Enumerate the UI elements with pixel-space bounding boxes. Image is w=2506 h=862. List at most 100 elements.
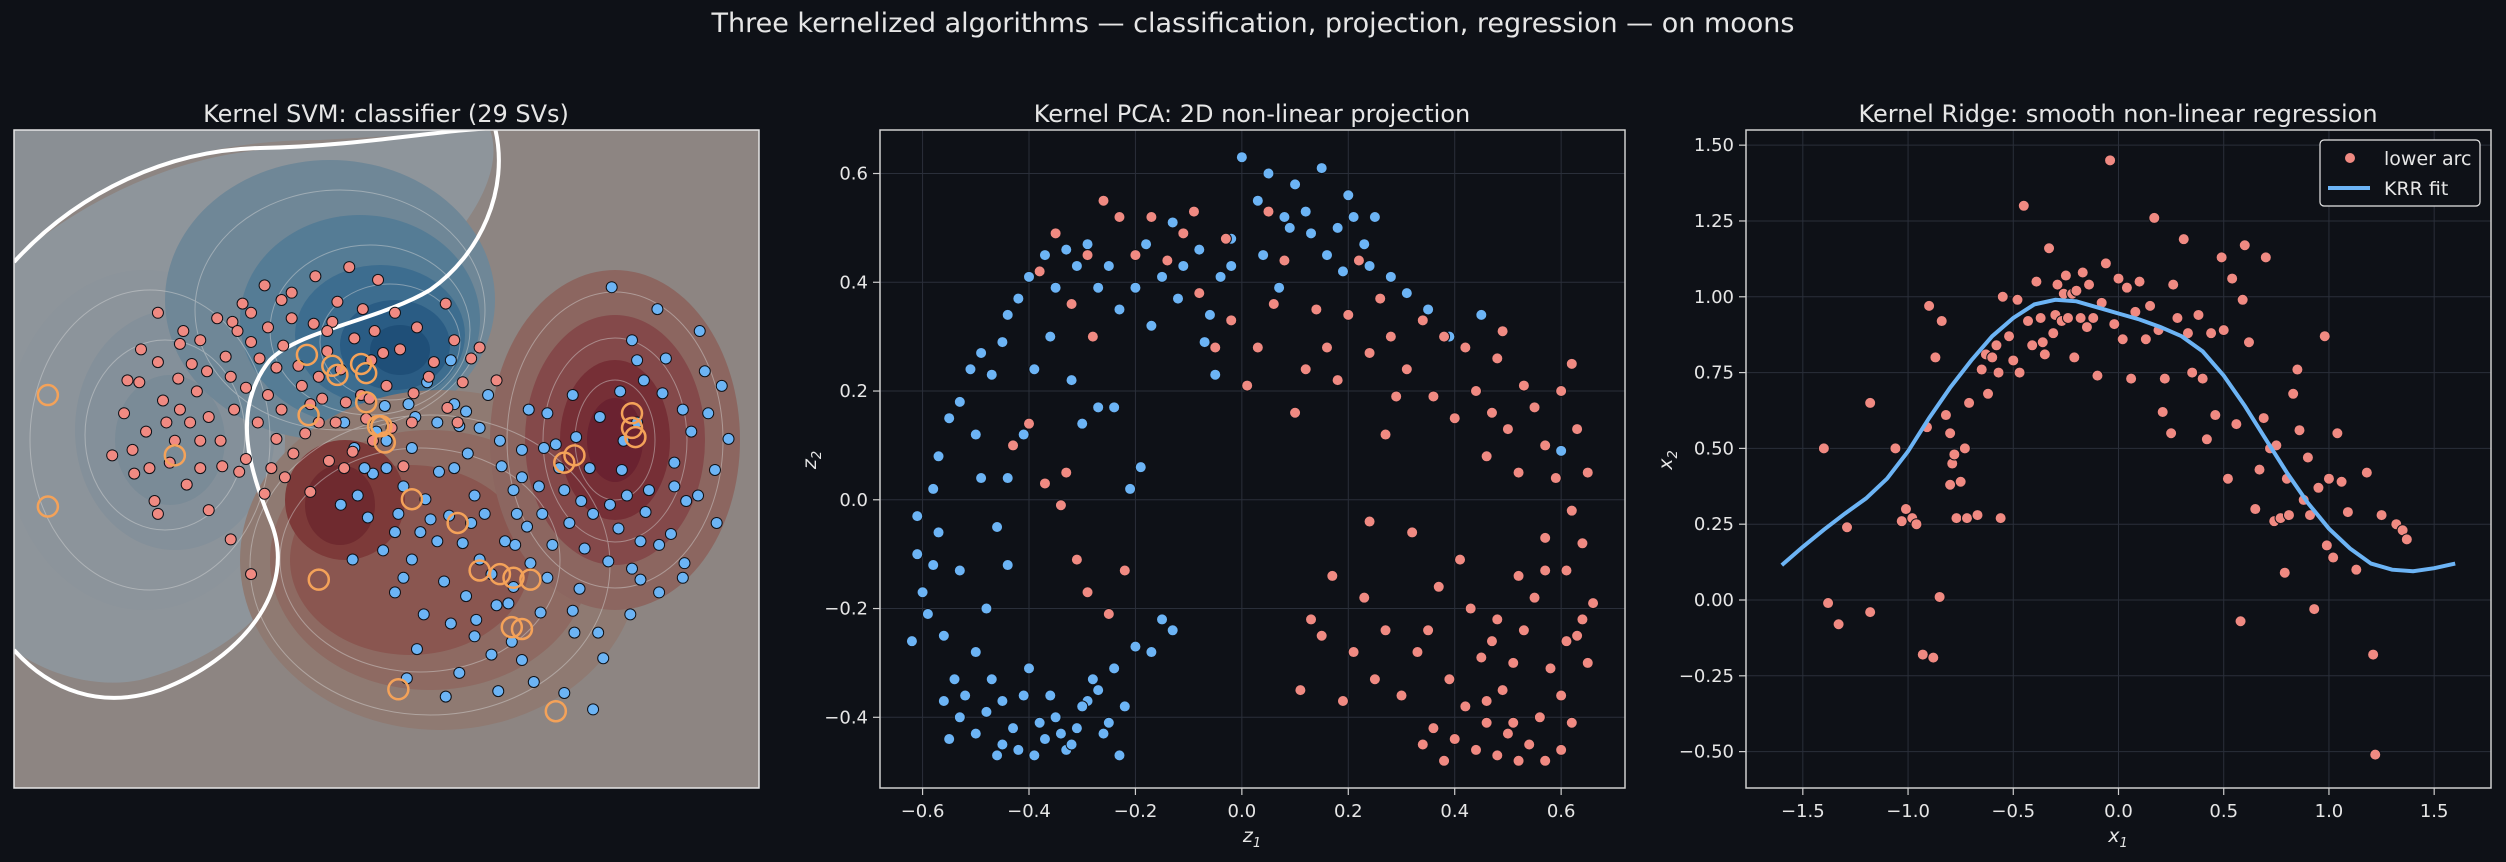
- pca-point: [911, 548, 924, 561]
- krr-point: [2335, 475, 2348, 488]
- krr-point: [2080, 321, 2093, 334]
- krr-xtick-label: −1.0: [1886, 801, 1930, 822]
- svm-point: [285, 286, 298, 299]
- svm-support-vector-ring: [387, 678, 410, 701]
- pca-point: [1480, 716, 1493, 729]
- pca-point: [1161, 254, 1174, 267]
- pca-point: [1113, 211, 1126, 224]
- pca-point: [1241, 379, 1254, 392]
- svm-point: [456, 376, 469, 389]
- svm-point: [388, 586, 401, 599]
- svm-point: [309, 270, 322, 283]
- krr-point: [1990, 339, 2003, 352]
- svm-point: [351, 489, 364, 502]
- svm-point: [285, 312, 298, 325]
- svm-point: [482, 389, 495, 402]
- pca-point: [1108, 401, 1121, 414]
- pca-point: [1278, 254, 1291, 267]
- krr-point: [2331, 427, 2344, 440]
- pca-point: [1124, 482, 1137, 495]
- pca-point: [1539, 754, 1552, 767]
- svm-point: [239, 381, 252, 394]
- krr-point: [1982, 387, 1995, 400]
- svm-support-vector-ring: [500, 615, 524, 639]
- krr-point: [2030, 275, 2043, 288]
- krr-point: [1992, 366, 2005, 379]
- pca-point: [1544, 662, 1557, 675]
- pca-point: [1496, 325, 1509, 338]
- svm-point: [377, 346, 390, 359]
- pca-xtick-label: 0.2: [1334, 801, 1363, 822]
- krr-point: [2171, 312, 2184, 324]
- krr-point: [2259, 251, 2272, 264]
- pca-point: [1023, 270, 1035, 283]
- svm-point: [587, 703, 600, 716]
- svm-point: [659, 352, 672, 365]
- svm-point: [546, 538, 559, 551]
- pca-point: [969, 646, 982, 659]
- pca-point: [1422, 303, 1435, 316]
- svm-point: [224, 370, 237, 383]
- krr-point: [2148, 211, 2161, 224]
- pca-point: [1092, 281, 1105, 294]
- pca-point: [1459, 700, 1472, 713]
- svm-point: [287, 447, 300, 460]
- svm-point: [676, 403, 689, 416]
- figure-suptitle: Three kernelized algorithms — classifica…: [711, 8, 1795, 39]
- krr-point: [2293, 424, 2306, 437]
- krr-point: [1958, 442, 1971, 455]
- pca-point: [1416, 314, 1429, 327]
- svm-point: [380, 379, 393, 392]
- pca-point: [1294, 684, 1307, 697]
- svm-point: [133, 376, 146, 389]
- svm-point: [473, 341, 486, 354]
- svm-point: [461, 447, 474, 460]
- svm-point: [405, 553, 418, 566]
- pca-point: [1251, 194, 1264, 207]
- pca-point: [1289, 178, 1302, 191]
- pca-xtick-label: −0.4: [1007, 801, 1051, 822]
- pca-point: [1454, 553, 1467, 566]
- svm-point: [348, 332, 361, 345]
- pca-point: [1145, 319, 1158, 332]
- krr-point: [2312, 481, 2325, 494]
- svm-points: [106, 261, 735, 716]
- pca-point: [1070, 553, 1083, 566]
- svm-point: [510, 507, 523, 520]
- krr-xtick-label: 0.0: [2104, 801, 2133, 822]
- svm-point: [214, 434, 227, 447]
- krr-point: [2301, 451, 2314, 464]
- pca-point: [996, 336, 1009, 349]
- pca-point: [1001, 559, 1014, 572]
- pca-point: [1400, 363, 1413, 376]
- krr-point: [1895, 515, 1908, 528]
- krr-point: [2209, 409, 2222, 422]
- pca-point: [943, 412, 956, 425]
- svm-point: [231, 325, 244, 338]
- krr-ylabel: x2: [1655, 450, 1681, 471]
- pca-xlabel: z1: [1242, 825, 1261, 851]
- svm-point: [251, 416, 264, 429]
- svm-point: [346, 553, 359, 566]
- svm-support-vector-ring: [624, 425, 647, 449]
- svm-point: [492, 685, 505, 698]
- svm-point: [558, 484, 571, 497]
- pca-point: [1225, 259, 1238, 272]
- pca-point: [1448, 412, 1461, 425]
- pca-point: [1576, 537, 1589, 550]
- pca-point: [1065, 738, 1078, 751]
- krr-point: [1975, 363, 1988, 376]
- pca-point: [1422, 624, 1435, 637]
- krr-point: [1817, 442, 1830, 455]
- krr-point: [2360, 466, 2373, 479]
- pca-point: [1017, 689, 1030, 702]
- pca-point: [1560, 564, 1573, 577]
- pca-point: [1086, 673, 1099, 686]
- svm-region-upper-left: [14, 130, 495, 260]
- pca-ytick-label: 0.6: [839, 164, 868, 185]
- svm-point: [592, 626, 605, 639]
- pca-point: [1331, 374, 1344, 387]
- pca-point: [1023, 417, 1035, 430]
- krr-point: [2221, 472, 2234, 485]
- pca-ylabel: z2: [799, 451, 825, 470]
